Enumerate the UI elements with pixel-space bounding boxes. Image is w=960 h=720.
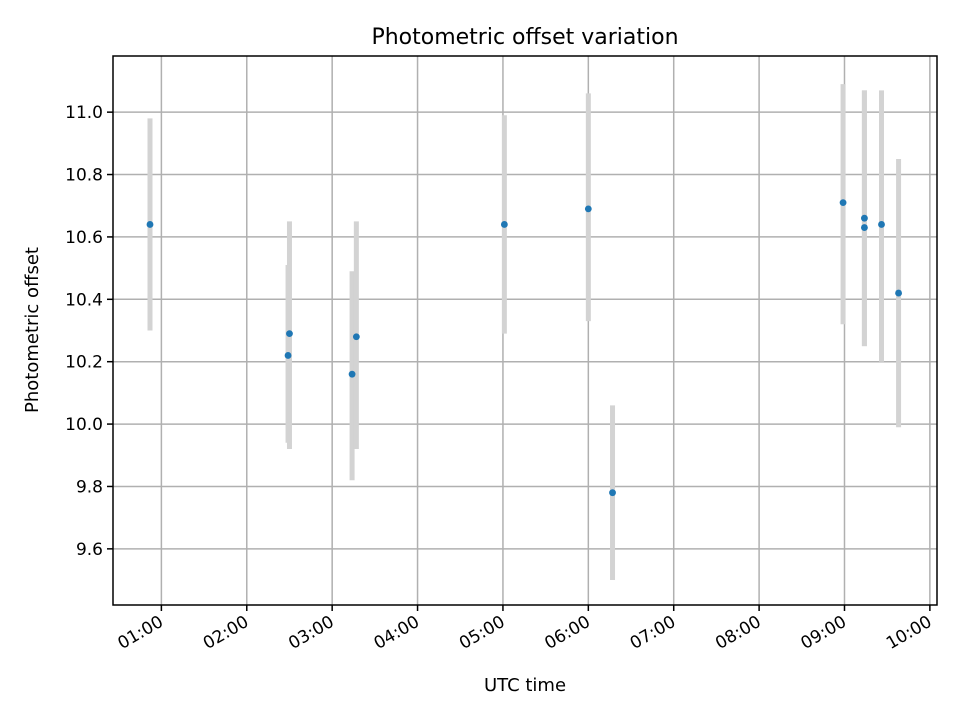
data-point <box>352 333 360 341</box>
x-tick-label: 01:00 <box>114 612 166 654</box>
data-points <box>146 199 902 497</box>
y-axis-label: Photometric offset <box>22 247 43 413</box>
x-axis-ticks: 01:00 02:00 03:00 04:00 05:00 06:00 07:00 08:00… <box>114 605 935 654</box>
x-tick-label: 04:00 <box>371 612 423 654</box>
x-tick-label: 09:00 <box>798 612 850 654</box>
x-tick-label: 07:00 <box>627 612 679 654</box>
data-point <box>609 489 616 497</box>
y-axis-ticks: 9.6 9.8 10.0 10.2 10.4 10.6 10.8 11.0 <box>65 103 113 560</box>
y-tick-label: 10.4 <box>65 290 103 310</box>
data-point <box>861 214 868 222</box>
y-tick-label: 11.0 <box>65 103 103 123</box>
x-tick-label: 10:00 <box>883 612 935 654</box>
data-point <box>146 221 154 228</box>
y-tick-label: 9.6 <box>76 540 103 560</box>
data-point <box>284 352 292 359</box>
y-tick-label: 10.6 <box>65 228 103 248</box>
y-tick-label: 9.8 <box>76 477 103 497</box>
x-tick-label: 08:00 <box>712 612 764 654</box>
data-point <box>500 221 508 228</box>
x-tick-label: 02:00 <box>200 612 252 654</box>
data-point <box>839 199 847 207</box>
error-bars <box>147 84 902 581</box>
x-tick-label: 05:00 <box>456 612 508 654</box>
data-point <box>348 370 356 378</box>
y-tick-label: 10.2 <box>65 353 103 373</box>
x-axis-label: UTC time <box>484 675 566 696</box>
x-tick-label: 06:00 <box>541 612 593 654</box>
x-tick-label: 03:00 <box>285 612 337 654</box>
data-point <box>895 289 902 297</box>
data-point <box>878 221 885 228</box>
plot-frame <box>112 55 938 606</box>
data-point <box>286 330 293 338</box>
y-tick-label: 10.0 <box>65 415 103 435</box>
grid <box>113 56 937 605</box>
chart-title: Photometric offset variation <box>371 25 678 50</box>
y-tick-label: 10.8 <box>65 166 103 186</box>
data-point <box>584 205 592 213</box>
data-point <box>861 224 868 231</box>
